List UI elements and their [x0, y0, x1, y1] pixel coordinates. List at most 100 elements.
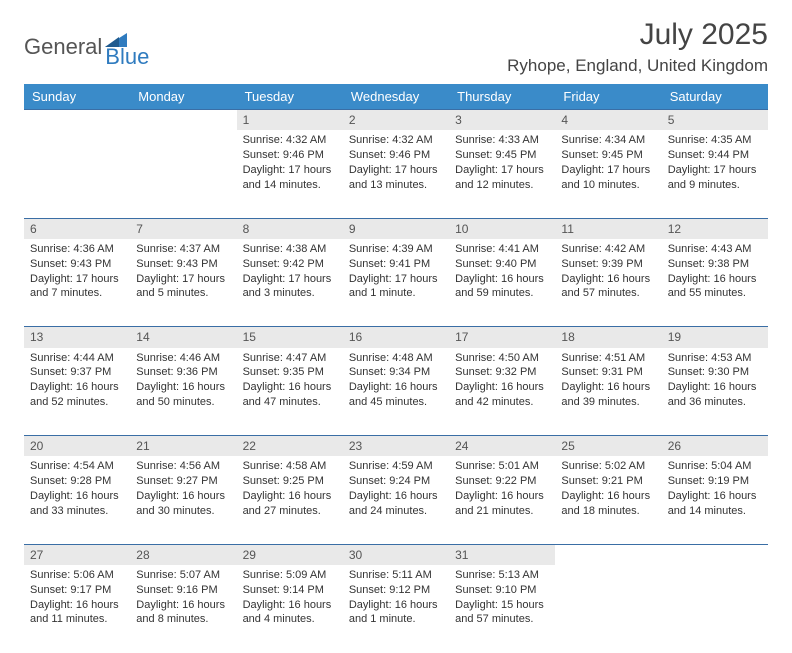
day1-text: Daylight: 17 hours: [455, 163, 549, 178]
day1-text: Daylight: 16 hours: [136, 489, 230, 504]
day-number-cell: 20: [24, 436, 130, 457]
day2-text: and 12 minutes.: [455, 178, 549, 193]
sunrise-text: Sunrise: 4:56 AM: [136, 459, 230, 474]
sunset-text: Sunset: 9:42 PM: [243, 257, 337, 272]
sunrise-text: Sunrise: 4:44 AM: [30, 351, 124, 366]
sunrise-text: Sunrise: 4:53 AM: [668, 351, 762, 366]
day2-text: and 4 minutes.: [243, 612, 337, 627]
day-cell: Sunrise: 5:01 AMSunset: 9:22 PMDaylight:…: [449, 456, 555, 544]
day1-text: Daylight: 16 hours: [561, 489, 655, 504]
day1-text: Daylight: 16 hours: [136, 380, 230, 395]
day-number-cell: 1: [237, 110, 343, 131]
sunrise-text: Sunrise: 4:46 AM: [136, 351, 230, 366]
day2-text: and 7 minutes.: [30, 286, 124, 301]
day-number-row: 12345: [24, 110, 768, 131]
day1-text: Daylight: 17 hours: [561, 163, 655, 178]
sunset-text: Sunset: 9:44 PM: [668, 148, 762, 163]
day-number-row: 2728293031: [24, 544, 768, 565]
day2-text: and 52 minutes.: [30, 395, 124, 410]
day1-text: Daylight: 16 hours: [30, 380, 124, 395]
day-cell: Sunrise: 4:34 AMSunset: 9:45 PMDaylight:…: [555, 130, 661, 218]
day2-text: and 59 minutes.: [455, 286, 549, 301]
sunrise-text: Sunrise: 4:47 AM: [243, 351, 337, 366]
day2-text: and 36 minutes.: [668, 395, 762, 410]
day1-text: Daylight: 17 hours: [243, 272, 337, 287]
day1-text: Daylight: 17 hours: [668, 163, 762, 178]
day2-text: and 21 minutes.: [455, 504, 549, 519]
sunset-text: Sunset: 9:46 PM: [243, 148, 337, 163]
day-number-cell: 2: [343, 110, 449, 131]
day-cell: Sunrise: 4:44 AMSunset: 9:37 PMDaylight:…: [24, 348, 130, 436]
sunset-text: Sunset: 9:32 PM: [455, 365, 549, 380]
day2-text: and 18 minutes.: [561, 504, 655, 519]
day-number-cell: 3: [449, 110, 555, 131]
sunset-text: Sunset: 9:16 PM: [136, 583, 230, 598]
day-cell: Sunrise: 4:56 AMSunset: 9:27 PMDaylight:…: [130, 456, 236, 544]
weekday-header: Saturday: [662, 84, 768, 110]
day-number-cell: 21: [130, 436, 236, 457]
day-cell: Sunrise: 5:04 AMSunset: 9:19 PMDaylight:…: [662, 456, 768, 544]
day-cell: Sunrise: 4:53 AMSunset: 9:30 PMDaylight:…: [662, 348, 768, 436]
day-number-cell: [24, 110, 130, 131]
sunset-text: Sunset: 9:36 PM: [136, 365, 230, 380]
day-cell: Sunrise: 4:37 AMSunset: 9:43 PMDaylight:…: [130, 239, 236, 327]
day-number-cell: 6: [24, 218, 130, 239]
sunrise-text: Sunrise: 4:50 AM: [455, 351, 549, 366]
sunrise-text: Sunrise: 4:58 AM: [243, 459, 337, 474]
day1-text: Daylight: 16 hours: [30, 598, 124, 613]
day-cell: [24, 130, 130, 218]
day-number-cell: 26: [662, 436, 768, 457]
sunrise-text: Sunrise: 4:38 AM: [243, 242, 337, 257]
day-number-row: 20212223242526: [24, 436, 768, 457]
day-content-row: Sunrise: 4:54 AMSunset: 9:28 PMDaylight:…: [24, 456, 768, 544]
sunrise-text: Sunrise: 5:02 AM: [561, 459, 655, 474]
day-cell: Sunrise: 5:11 AMSunset: 9:12 PMDaylight:…: [343, 565, 449, 653]
day-cell: Sunrise: 4:35 AMSunset: 9:44 PMDaylight:…: [662, 130, 768, 218]
brand-part1: General: [24, 34, 102, 60]
sunset-text: Sunset: 9:37 PM: [30, 365, 124, 380]
day-cell: Sunrise: 4:32 AMSunset: 9:46 PMDaylight:…: [343, 130, 449, 218]
day2-text: and 1 minute.: [349, 612, 443, 627]
day1-text: Daylight: 16 hours: [455, 272, 549, 287]
sunset-text: Sunset: 9:21 PM: [561, 474, 655, 489]
day2-text: and 13 minutes.: [349, 178, 443, 193]
day2-text: and 27 minutes.: [243, 504, 337, 519]
weekday-header: Friday: [555, 84, 661, 110]
day2-text: and 39 minutes.: [561, 395, 655, 410]
day-content-row: Sunrise: 4:32 AMSunset: 9:46 PMDaylight:…: [24, 130, 768, 218]
day1-text: Daylight: 16 hours: [349, 598, 443, 613]
day-cell: Sunrise: 5:02 AMSunset: 9:21 PMDaylight:…: [555, 456, 661, 544]
day-number-cell: 25: [555, 436, 661, 457]
day1-text: Daylight: 16 hours: [668, 380, 762, 395]
sunset-text: Sunset: 9:46 PM: [349, 148, 443, 163]
sunrise-text: Sunrise: 4:48 AM: [349, 351, 443, 366]
sunset-text: Sunset: 9:24 PM: [349, 474, 443, 489]
day-number-cell: [662, 544, 768, 565]
day-number-cell: 16: [343, 327, 449, 348]
day-number-cell: 12: [662, 218, 768, 239]
sunset-text: Sunset: 9:41 PM: [349, 257, 443, 272]
sunset-text: Sunset: 9:28 PM: [30, 474, 124, 489]
day-cell: Sunrise: 4:47 AMSunset: 9:35 PMDaylight:…: [237, 348, 343, 436]
day1-text: Daylight: 16 hours: [136, 598, 230, 613]
calendar-table: SundayMondayTuesdayWednesdayThursdayFrid…: [24, 84, 768, 653]
weekday-header: Tuesday: [237, 84, 343, 110]
day-cell: Sunrise: 5:09 AMSunset: 9:14 PMDaylight:…: [237, 565, 343, 653]
sunrise-text: Sunrise: 4:33 AM: [455, 133, 549, 148]
day1-text: Daylight: 16 hours: [349, 380, 443, 395]
day-number-cell: 4: [555, 110, 661, 131]
sunset-text: Sunset: 9:35 PM: [243, 365, 337, 380]
day2-text: and 42 minutes.: [455, 395, 549, 410]
day1-text: Daylight: 16 hours: [243, 380, 337, 395]
sunset-text: Sunset: 9:45 PM: [561, 148, 655, 163]
day-cell: Sunrise: 4:54 AMSunset: 9:28 PMDaylight:…: [24, 456, 130, 544]
sunrise-text: Sunrise: 5:07 AM: [136, 568, 230, 583]
sunset-text: Sunset: 9:45 PM: [455, 148, 549, 163]
day1-text: Daylight: 16 hours: [561, 380, 655, 395]
day-number-cell: 28: [130, 544, 236, 565]
day-cell: Sunrise: 4:38 AMSunset: 9:42 PMDaylight:…: [237, 239, 343, 327]
day2-text: and 50 minutes.: [136, 395, 230, 410]
day-number-cell: 15: [237, 327, 343, 348]
day-content-row: Sunrise: 5:06 AMSunset: 9:17 PMDaylight:…: [24, 565, 768, 653]
day-cell: Sunrise: 5:07 AMSunset: 9:16 PMDaylight:…: [130, 565, 236, 653]
